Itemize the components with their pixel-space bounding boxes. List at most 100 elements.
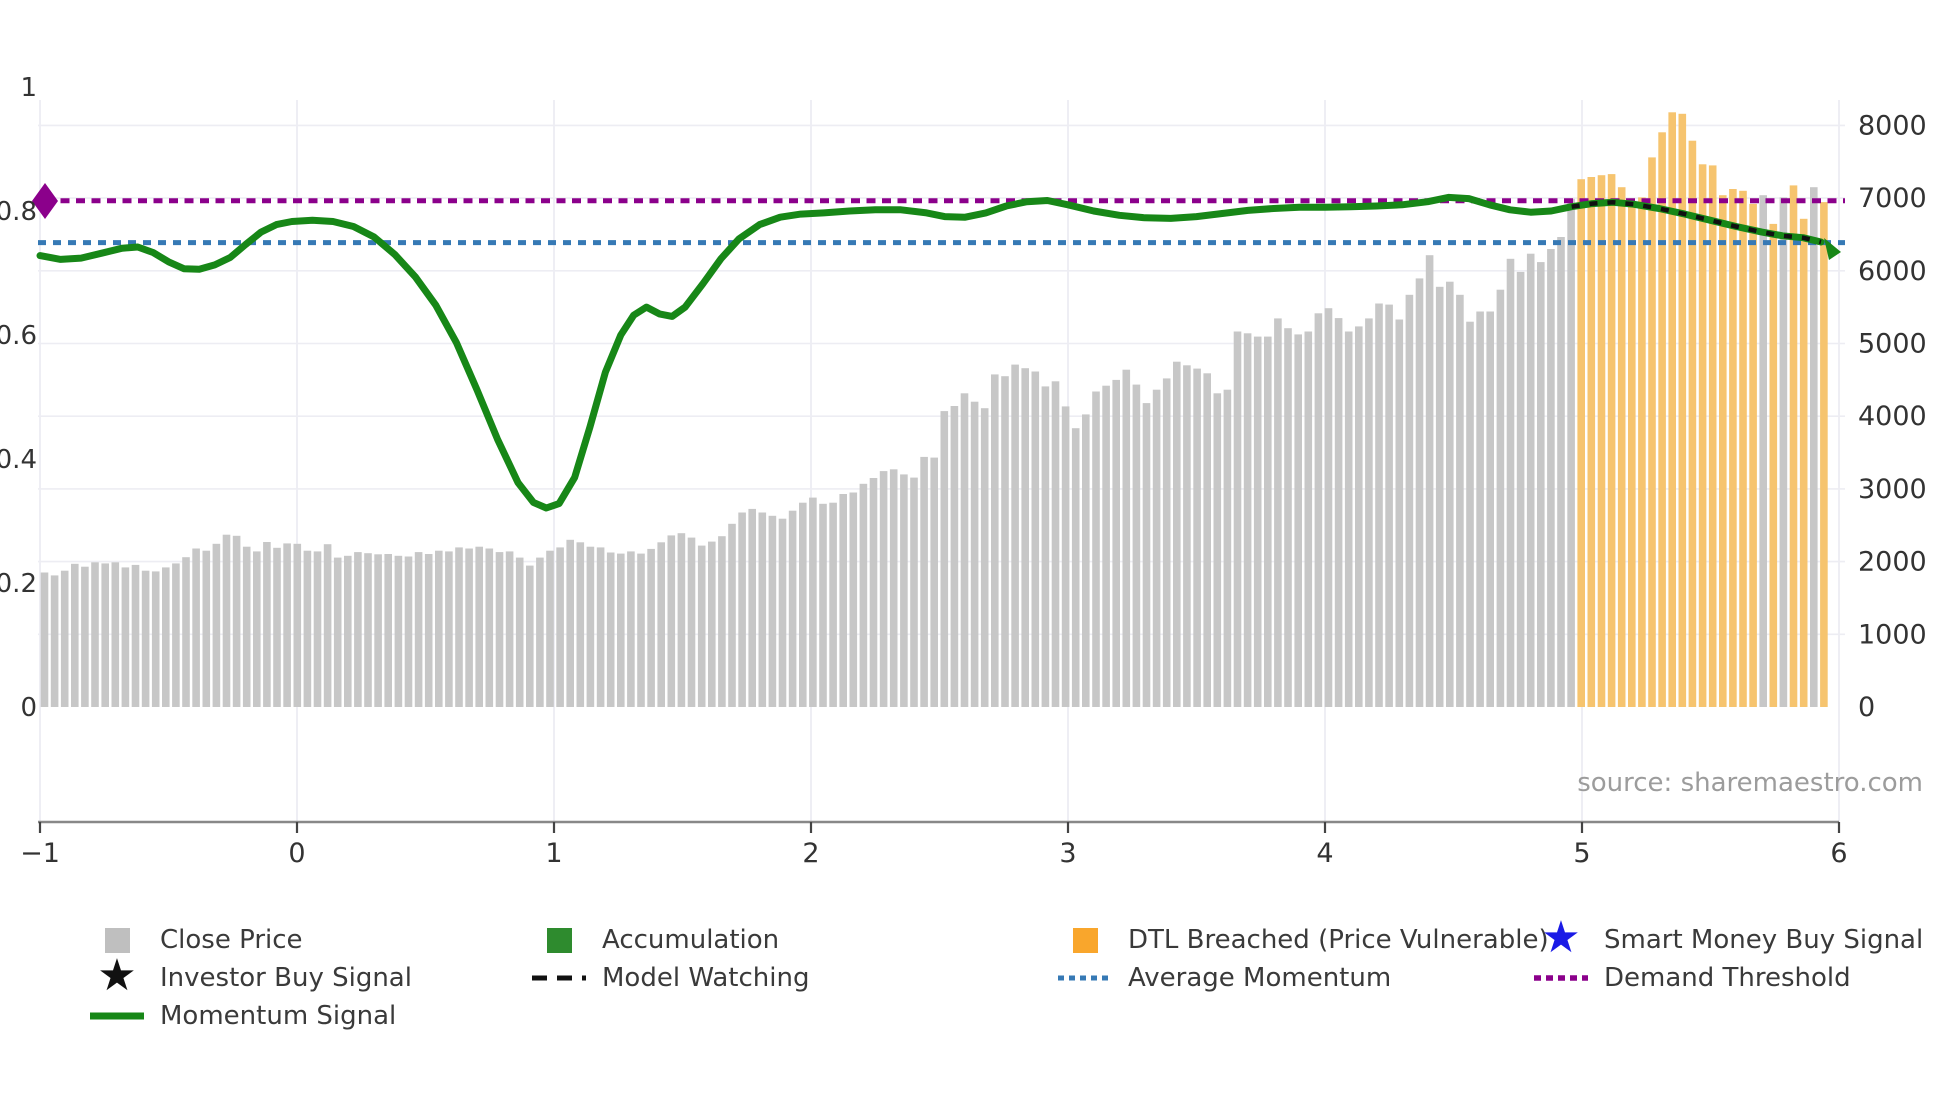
bar-close-price	[283, 543, 291, 707]
bar-close-price	[40, 572, 49, 707]
bar-close-price	[81, 566, 89, 707]
bar-close-price	[667, 535, 676, 707]
bar-close-price	[1395, 319, 1404, 707]
bar-dtl-breached	[1678, 113, 1687, 708]
bar-dtl-breached	[1789, 185, 1798, 707]
bar-close-price	[1506, 258, 1515, 707]
bar-dtl-breached	[1597, 175, 1606, 707]
bar-close-price	[1183, 365, 1191, 707]
bar-close-price	[1435, 286, 1444, 707]
bar-close-price	[182, 557, 190, 707]
bar-close-price	[536, 557, 544, 707]
x-tick-label: −1	[20, 838, 60, 869]
bar-dtl-breached	[1719, 195, 1727, 707]
left-tick-label: 1	[20, 73, 37, 103]
bar-close-price	[232, 535, 241, 707]
bar-close-price	[1759, 195, 1767, 707]
bar-close-price	[809, 497, 817, 707]
bar-dtl-breached	[1577, 179, 1585, 707]
bar-close-price	[1304, 331, 1313, 707]
bar-close-price	[131, 564, 140, 707]
bar-close-price	[546, 550, 554, 707]
bar-close-price	[1102, 385, 1110, 707]
bar-close-price	[1001, 376, 1009, 707]
bar-close-price	[728, 523, 736, 707]
bar-close-price	[566, 539, 574, 707]
bar-close-price	[889, 469, 898, 707]
bar-close-price	[1476, 311, 1484, 707]
bar-close-price	[980, 408, 989, 707]
x-tick-label: 1	[545, 838, 562, 869]
bar-close-price	[768, 515, 777, 707]
x-tick-label: 6	[1830, 838, 1847, 869]
momentum-end-arrow-icon	[1824, 238, 1841, 260]
bar-close-price	[1092, 391, 1100, 707]
bar-close-price	[1547, 249, 1555, 707]
bar-close-price	[657, 542, 665, 707]
right-tick-label: 4000	[1858, 401, 1927, 432]
bar-close-price	[970, 401, 979, 707]
bar-close-price	[515, 557, 524, 707]
bar-close-price	[1516, 271, 1525, 707]
bar-close-price	[1173, 361, 1181, 707]
bar-close-price	[1324, 308, 1333, 707]
bar-close-price	[900, 474, 908, 707]
bar-close-price	[1132, 384, 1141, 707]
bar-close-price	[404, 556, 413, 707]
bar-close-price	[950, 406, 959, 707]
bar-close-price	[344, 555, 352, 707]
bar-close-price	[586, 546, 595, 707]
bar-close-price	[556, 547, 564, 707]
left-tick-label: 0.8	[0, 197, 37, 227]
source-credit: source: sharemaestro.com	[1577, 768, 1923, 798]
bar-close-price	[495, 552, 504, 707]
bar-close-price	[222, 534, 231, 707]
momentum-signal-line	[36, 193, 1825, 512]
bar-close-price	[869, 478, 878, 707]
bar-close-price	[111, 562, 120, 707]
bar-dtl-breached	[1739, 190, 1747, 708]
right-axis-labels: 0 1000 2000 3000 4000 5000 6000 7000 8000	[1858, 110, 1927, 723]
bar-dtl-breached	[1749, 203, 1757, 707]
bar-close-price	[1810, 187, 1818, 707]
bar-dtl-breached	[1698, 164, 1707, 708]
bar-close-price	[1334, 318, 1343, 707]
bar-close-price	[1446, 281, 1454, 707]
bar-close-price	[576, 542, 585, 707]
bar-close-price	[1243, 333, 1252, 707]
left-tick-label: 0.6	[0, 321, 37, 351]
left-axis-labels: 0 0.2 0.4 0.6 0.8 1	[0, 73, 37, 723]
bar-close-price	[1486, 311, 1494, 707]
bar-close-price	[819, 503, 827, 707]
bar-close-price	[647, 548, 655, 707]
bar-close-price	[192, 548, 200, 707]
right-tick-label: 7000	[1858, 183, 1927, 214]
bar-close-price	[263, 542, 271, 707]
bar-close-price	[1466, 321, 1474, 707]
x-tick-label: 4	[1316, 838, 1333, 869]
bar-close-price	[374, 554, 382, 707]
bar-dtl-breached	[1607, 174, 1616, 708]
bar-dtl-breached	[1587, 177, 1596, 707]
bar-dtl-breached	[1668, 112, 1676, 708]
bar-close-price	[60, 570, 69, 707]
bar-close-price	[50, 575, 59, 707]
bar-close-price	[293, 543, 302, 707]
bar-close-price	[354, 552, 362, 707]
bar-close-price	[485, 548, 494, 707]
bar-close-price	[172, 563, 180, 707]
bar-close-price	[596, 547, 605, 707]
bar-close-price	[1537, 262, 1545, 707]
bar-close-price	[637, 553, 645, 707]
x-tick-label: 5	[1573, 838, 1590, 869]
bar-close-price	[151, 571, 160, 707]
bar-close-price	[627, 551, 635, 707]
bar-close-price	[1375, 303, 1383, 707]
bar-close-price	[1233, 331, 1242, 707]
bar-close-price	[1061, 406, 1070, 707]
bar-close-price	[394, 555, 403, 707]
bar-close-price	[1213, 393, 1222, 707]
bar-close-price	[505, 551, 514, 707]
bar-close-price	[1456, 294, 1464, 707]
